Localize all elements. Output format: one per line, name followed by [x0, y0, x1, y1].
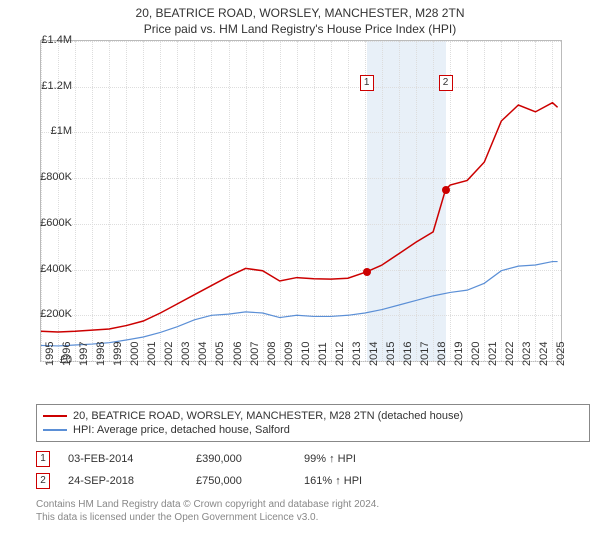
legend-row: 20, BEATRICE ROAD, WORSLEY, MANCHESTER, … — [43, 409, 583, 423]
x-tick-label: 1999 — [112, 342, 124, 366]
x-tick-label: 2002 — [163, 342, 175, 366]
event-pct: 99% ↑ HPI — [304, 453, 356, 465]
x-tick-label: 2007 — [249, 342, 261, 366]
legend-label: 20, BEATRICE ROAD, WORSLEY, MANCHESTER, … — [73, 410, 463, 422]
event-date: 24-SEP-2018 — [68, 475, 178, 487]
event-marker: 1 — [36, 451, 50, 467]
x-tick-label: 2015 — [385, 342, 397, 366]
plot-region: 12 — [40, 40, 562, 362]
marker-box-2: 2 — [439, 75, 453, 91]
footer-attribution: Contains HM Land Registry data © Crown c… — [36, 498, 590, 524]
legend: 20, BEATRICE ROAD, WORSLEY, MANCHESTER, … — [36, 404, 590, 442]
event-pct: 161% ↑ HPI — [304, 475, 362, 487]
y-tick-label: £1.2M — [32, 80, 72, 92]
x-tick-label: 2020 — [470, 342, 482, 366]
x-tick-label: 2005 — [214, 342, 226, 366]
legend-label: HPI: Average price, detached house, Salf… — [73, 424, 290, 436]
x-tick-label: 1998 — [95, 342, 107, 366]
event-date: 03-FEB-2014 — [68, 453, 178, 465]
event-row: 1 03-FEB-2014 £390,000 99% ↑ HPI — [36, 448, 590, 470]
x-tick-label: 2014 — [368, 342, 380, 366]
event-price: £390,000 — [196, 453, 286, 465]
y-tick-label: £1.4M — [32, 34, 72, 46]
x-tick-label: 2025 — [555, 342, 567, 366]
x-tick-label: 2021 — [487, 342, 499, 366]
marker-box-1: 1 — [360, 75, 374, 91]
y-tick-label: £200K — [32, 308, 72, 320]
chart-area: 12 £0£200K£400K£600K£800K£1M£1.2M£1.4M19… — [36, 40, 596, 400]
y-tick-label: £1M — [32, 125, 72, 137]
y-tick-label: £800K — [32, 171, 72, 183]
x-tick-label: 2019 — [453, 342, 465, 366]
x-tick-label: 2024 — [538, 342, 550, 366]
legend-row: HPI: Average price, detached house, Salf… — [43, 423, 583, 437]
event-marker: 2 — [36, 473, 50, 489]
y-tick-label: £400K — [32, 263, 72, 275]
x-tick-label: 1996 — [61, 342, 73, 366]
x-tick-label: 1997 — [78, 342, 90, 366]
x-tick-label: 2001 — [146, 342, 158, 366]
x-tick-label: 2012 — [334, 342, 346, 366]
footer-line-1: Contains HM Land Registry data © Crown c… — [36, 498, 590, 511]
x-tick-label: 2023 — [521, 342, 533, 366]
marker-dot-1 — [363, 268, 371, 276]
chart-title: 20, BEATRICE ROAD, WORSLEY, MANCHESTER, … — [0, 0, 600, 20]
event-price: £750,000 — [196, 475, 286, 487]
x-tick-label: 2000 — [129, 342, 141, 366]
events-table: 1 03-FEB-2014 £390,000 99% ↑ HPI 2 24-SEP-201… — [36, 448, 590, 492]
x-tick-label: 2008 — [266, 342, 278, 366]
legend-swatch — [43, 415, 67, 417]
event-row: 2 24-SEP-2018 £750,000 161% ↑ HPI — [36, 470, 590, 492]
x-tick-label: 2009 — [283, 342, 295, 366]
x-tick-label: 2022 — [504, 342, 516, 366]
y-tick-label: £600K — [32, 217, 72, 229]
marker-dot-2 — [442, 186, 450, 194]
x-tick-label: 2010 — [300, 342, 312, 366]
x-tick-label: 2013 — [351, 342, 363, 366]
legend-swatch — [43, 429, 67, 431]
x-tick-label: 2004 — [197, 342, 209, 366]
chart-subtitle: Price paid vs. HM Land Registry's House … — [0, 20, 600, 40]
x-tick-label: 2011 — [317, 342, 329, 366]
chart-container: 20, BEATRICE ROAD, WORSLEY, MANCHESTER, … — [0, 0, 600, 560]
footer-line-2: This data is licensed under the Open Gov… — [36, 511, 590, 524]
x-tick-label: 1995 — [44, 342, 56, 366]
x-tick-label: 2003 — [180, 342, 192, 366]
series-hpi — [41, 41, 561, 361]
x-tick-label: 2017 — [419, 342, 431, 366]
x-tick-label: 2018 — [436, 342, 448, 366]
x-tick-label: 2016 — [402, 342, 414, 366]
x-tick-label: 2006 — [232, 342, 244, 366]
